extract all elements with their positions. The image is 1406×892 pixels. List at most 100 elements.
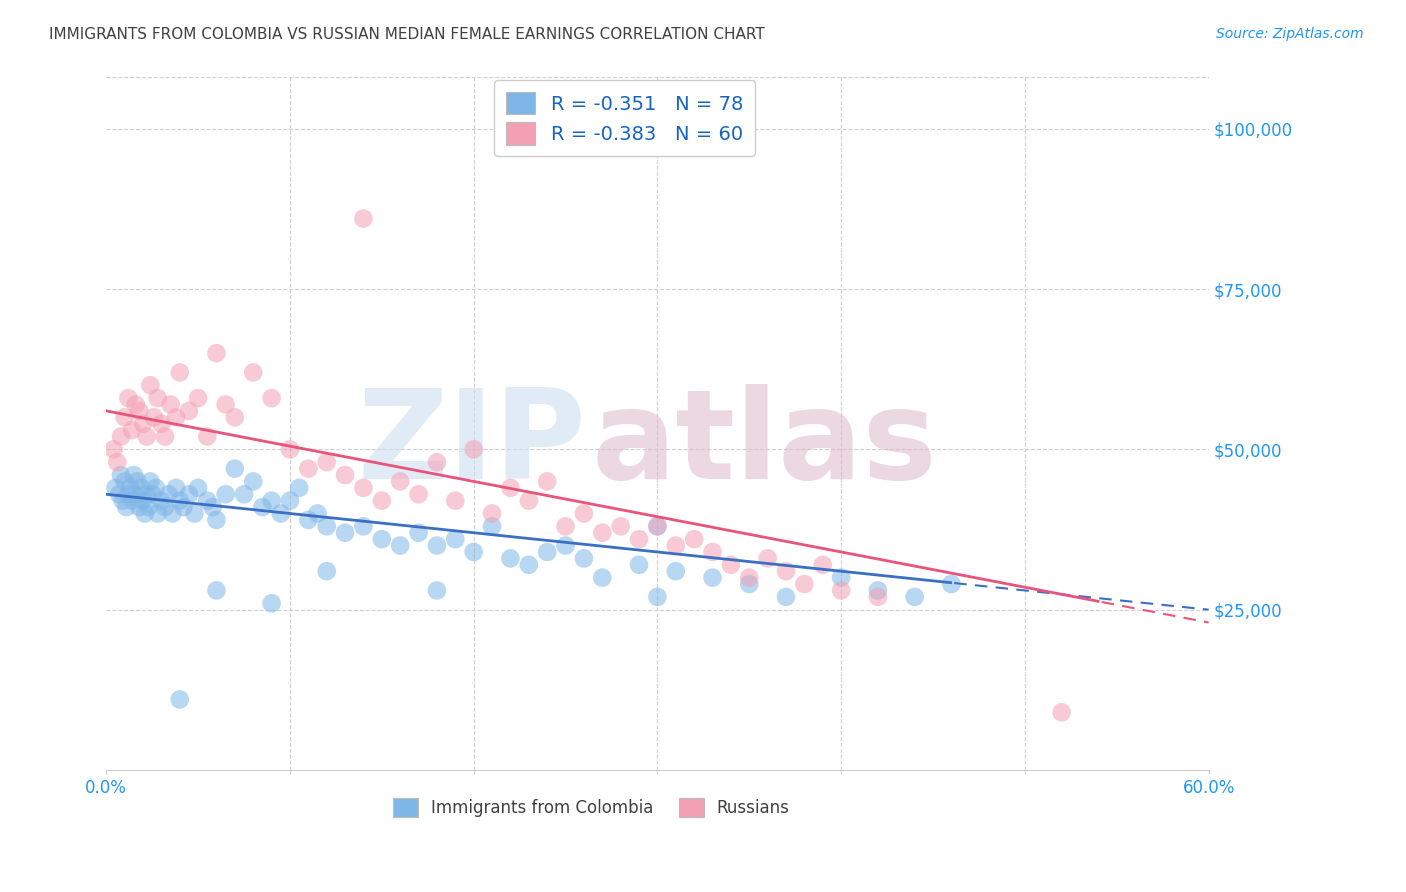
Point bbox=[288, 481, 311, 495]
Text: atlas: atlas bbox=[592, 384, 936, 505]
Point bbox=[224, 410, 246, 425]
Point bbox=[647, 519, 669, 533]
Point bbox=[129, 481, 152, 495]
Point bbox=[426, 583, 449, 598]
Point bbox=[738, 571, 761, 585]
Point bbox=[159, 397, 181, 411]
Point bbox=[153, 500, 176, 514]
Point bbox=[135, 487, 157, 501]
Point bbox=[172, 500, 194, 514]
Point bbox=[117, 391, 139, 405]
Point bbox=[242, 475, 264, 489]
Point bbox=[165, 481, 187, 495]
Point bbox=[811, 558, 834, 572]
Point bbox=[195, 493, 218, 508]
Point bbox=[554, 539, 576, 553]
Point bbox=[628, 532, 651, 546]
Point bbox=[114, 475, 136, 489]
Point bbox=[426, 455, 449, 469]
Point bbox=[278, 493, 301, 508]
Point bbox=[124, 397, 146, 411]
Point bbox=[702, 571, 724, 585]
Point bbox=[201, 500, 224, 514]
Point bbox=[132, 493, 155, 508]
Point bbox=[242, 366, 264, 380]
Point bbox=[127, 475, 149, 489]
Point bbox=[702, 545, 724, 559]
Text: Source: ZipAtlas.com: Source: ZipAtlas.com bbox=[1216, 27, 1364, 41]
Point bbox=[315, 564, 337, 578]
Point bbox=[270, 507, 292, 521]
Point bbox=[195, 429, 218, 443]
Point bbox=[866, 590, 889, 604]
Point bbox=[572, 507, 595, 521]
Point bbox=[169, 692, 191, 706]
Point bbox=[389, 539, 412, 553]
Point bbox=[177, 404, 200, 418]
Point bbox=[141, 487, 163, 501]
Point bbox=[252, 500, 274, 514]
Point bbox=[205, 583, 228, 598]
Point bbox=[904, 590, 927, 604]
Point bbox=[115, 500, 138, 514]
Point bbox=[371, 532, 394, 546]
Point bbox=[591, 571, 613, 585]
Point bbox=[139, 378, 162, 392]
Point bbox=[554, 519, 576, 533]
Point bbox=[124, 487, 146, 501]
Point bbox=[572, 551, 595, 566]
Point bbox=[135, 429, 157, 443]
Point bbox=[138, 500, 160, 514]
Point bbox=[793, 577, 815, 591]
Point bbox=[315, 455, 337, 469]
Point bbox=[150, 417, 173, 431]
Point bbox=[609, 519, 631, 533]
Point bbox=[121, 493, 143, 508]
Point bbox=[830, 571, 852, 585]
Point bbox=[830, 583, 852, 598]
Point bbox=[866, 583, 889, 598]
Point bbox=[333, 525, 356, 540]
Point bbox=[536, 545, 558, 559]
Point bbox=[187, 481, 209, 495]
Point bbox=[517, 558, 540, 572]
Point bbox=[205, 513, 228, 527]
Point bbox=[371, 493, 394, 508]
Point bbox=[353, 519, 375, 533]
Point bbox=[647, 519, 669, 533]
Point bbox=[110, 468, 132, 483]
Point bbox=[121, 423, 143, 437]
Point bbox=[150, 493, 173, 508]
Text: ZIP: ZIP bbox=[357, 384, 586, 505]
Point bbox=[720, 558, 742, 572]
Point bbox=[756, 551, 779, 566]
Point bbox=[353, 481, 375, 495]
Point bbox=[499, 481, 522, 495]
Point bbox=[233, 487, 256, 501]
Point bbox=[775, 590, 797, 604]
Point bbox=[103, 442, 125, 457]
Point bbox=[114, 410, 136, 425]
Point bbox=[108, 487, 131, 501]
Point bbox=[426, 539, 449, 553]
Point bbox=[591, 525, 613, 540]
Point bbox=[139, 475, 162, 489]
Point bbox=[132, 417, 155, 431]
Point bbox=[169, 493, 191, 508]
Point bbox=[260, 493, 283, 508]
Point bbox=[408, 525, 430, 540]
Point bbox=[463, 545, 485, 559]
Point bbox=[307, 507, 329, 521]
Point bbox=[738, 577, 761, 591]
Point bbox=[315, 519, 337, 533]
Point bbox=[128, 404, 150, 418]
Point bbox=[481, 507, 503, 521]
Point bbox=[463, 442, 485, 457]
Point bbox=[333, 468, 356, 483]
Point bbox=[444, 532, 467, 546]
Point bbox=[117, 487, 139, 501]
Point bbox=[683, 532, 706, 546]
Legend: Immigrants from Colombia, Russians: Immigrants from Colombia, Russians bbox=[387, 791, 796, 824]
Point bbox=[162, 507, 184, 521]
Point bbox=[169, 366, 191, 380]
